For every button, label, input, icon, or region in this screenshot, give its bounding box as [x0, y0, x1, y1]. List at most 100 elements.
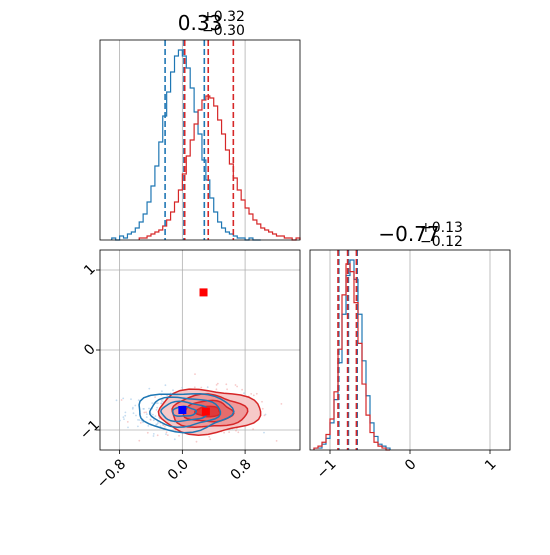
scatter-point [145, 413, 148, 415]
scatter-point [132, 412, 135, 415]
scatter-point [250, 393, 253, 395]
hist-1-series [111, 49, 301, 241]
histogram-series-1 [138, 95, 301, 241]
scatter-point [209, 438, 212, 441]
scatter-point [160, 399, 163, 402]
scatter-point [243, 392, 245, 395]
scatter-point [149, 419, 152, 421]
scatter-point [164, 425, 166, 428]
hist-2-title-upper: +0.13 [420, 220, 463, 236]
scatter-point [235, 429, 237, 432]
scatter-point [122, 397, 125, 400]
scatter-point [134, 404, 137, 407]
scatter-point [162, 400, 164, 403]
scatter-point [146, 431, 149, 434]
scatter-point [166, 434, 169, 436]
scatter-point [127, 426, 129, 429]
scatter-point [124, 411, 127, 414]
scatter-point [143, 408, 145, 410]
hist-2-grid [329, 250, 491, 450]
scatter-point [122, 416, 125, 419]
scatter-point [139, 422, 142, 424]
hist-2-quantile-lines [337, 250, 359, 450]
scatter-point [172, 389, 174, 392]
scatter-point [261, 407, 264, 410]
scatter-point [152, 419, 155, 422]
scatter-point [241, 388, 244, 391]
scatter-point [115, 399, 118, 402]
scatter-point [206, 386, 209, 389]
scatter-point [252, 394, 255, 397]
hist-1-title-upper: +0.32 [202, 9, 245, 25]
scatter-point [225, 383, 228, 386]
scatter-point [237, 431, 240, 434]
scatter-point [178, 434, 180, 437]
scatter-point [151, 402, 154, 404]
contour-blue-level-3 [172, 405, 198, 417]
scatter-point [263, 431, 265, 434]
scatter-point [148, 387, 151, 390]
scatter-point [148, 407, 150, 410]
red-outlier-marker [199, 288, 208, 297]
hist-2-title-lower: −0.12 [420, 234, 463, 250]
scatter-point [156, 406, 159, 409]
scatter-point [236, 385, 239, 388]
scatter-point [152, 435, 155, 437]
scatter-point [155, 409, 158, 411]
scatter-point [156, 434, 159, 437]
contour-markers [178, 288, 210, 416]
scatter-point [152, 433, 155, 435]
scatter-point [137, 399, 140, 401]
hist-1-title: 0.33 [178, 11, 223, 35]
scatter-point [138, 419, 141, 421]
hist-2-title-value: −0.77 [378, 222, 439, 246]
scatter-point [130, 398, 132, 401]
scatter-point [216, 382, 219, 385]
scatter-point [234, 384, 237, 386]
hist-2-title: −0.77 [378, 222, 439, 246]
hist-1-title-lower: −0.30 [202, 23, 245, 39]
scatter-point [156, 423, 158, 426]
red-truth-marker [201, 407, 210, 416]
scatter-point [138, 439, 141, 442]
scatter-point [147, 425, 150, 427]
scatter-point [165, 431, 168, 434]
blue-truth-marker [178, 406, 187, 414]
hist-1-title-value: 0.33 [178, 11, 223, 35]
scatter-point [261, 400, 263, 403]
scatter-point [145, 411, 148, 414]
scatter-point [135, 414, 137, 417]
scatter-point [126, 421, 129, 423]
scatter-point [123, 418, 125, 420]
scatter-point [195, 440, 198, 443]
scatter-point [223, 431, 226, 434]
scatter-point [156, 402, 159, 405]
scatter-point [215, 388, 218, 391]
scatter-point [228, 431, 231, 433]
scatter-point [275, 440, 278, 442]
scatter-point [137, 425, 139, 428]
scatter-point [208, 435, 211, 438]
scatter-point [173, 438, 176, 441]
histogram-series-0 [313, 259, 391, 450]
scatter-point [132, 406, 134, 409]
scatter-point [137, 419, 139, 421]
scatter-point [215, 384, 218, 386]
scatter-point [181, 386, 184, 389]
scatter-point [119, 419, 121, 422]
scatter-point [263, 414, 266, 417]
scatter-point [160, 402, 163, 405]
scatter-point [154, 396, 157, 398]
scatter-point [154, 415, 157, 417]
scatter-point [164, 384, 167, 387]
hist-2-series [313, 259, 391, 451]
scatter-point [193, 386, 196, 389]
scatter-point [159, 425, 162, 428]
contour-blue-level-0 [138, 393, 235, 434]
scatter-point [145, 416, 148, 418]
scatter-point [124, 414, 127, 417]
scatter-point [252, 428, 255, 431]
